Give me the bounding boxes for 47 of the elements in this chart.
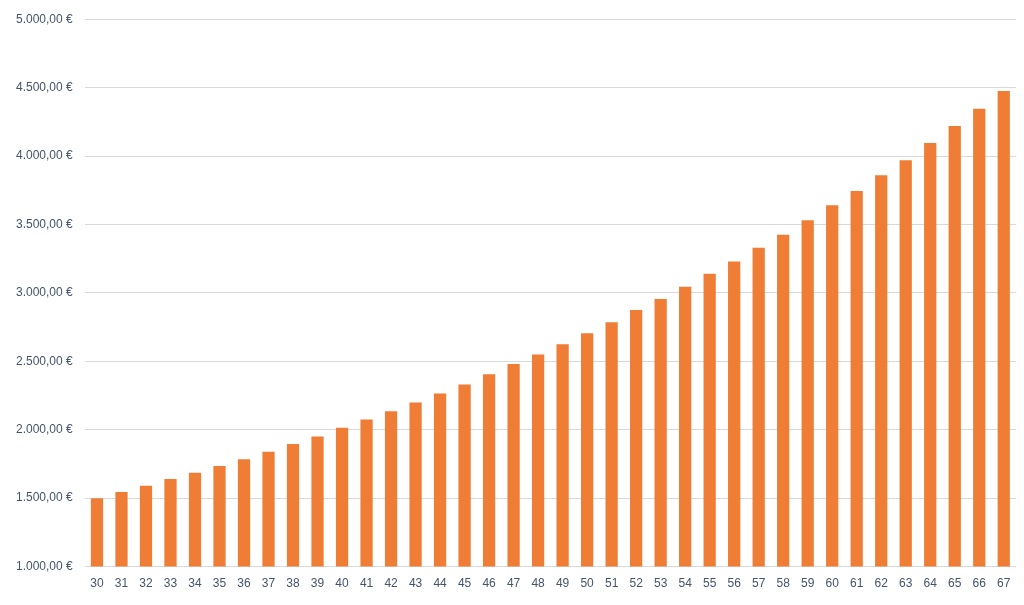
x-tick-label: 61: [850, 576, 864, 591]
x-tick-label: 60: [825, 576, 840, 591]
x-tick-label: 30: [90, 576, 104, 591]
x-tick-label: 50: [580, 576, 595, 591]
x-tick-label: 64: [923, 576, 938, 591]
x-tick-label: 31: [114, 576, 129, 591]
y-tick-label: 5.000,00 €: [16, 11, 74, 26]
x-tick-label: 51: [604, 576, 619, 591]
x-tick-label: 44: [433, 576, 448, 591]
y-tick-label: 4.500,00 €: [16, 79, 74, 94]
x-tick-label: 37: [261, 576, 276, 591]
x-tick-label: 41: [359, 576, 374, 591]
x-tick-label: 53: [653, 576, 668, 591]
x-tick-label: 66: [972, 576, 987, 591]
x-tick-label: 45: [457, 576, 472, 591]
y-tick-label: 4.000,00 €: [16, 148, 74, 163]
y-tick-label: 3.500,00 €: [16, 216, 74, 231]
x-tick-label: 35: [212, 576, 227, 591]
x-tick-label: 34: [188, 576, 202, 591]
x-tick-label: 48: [531, 576, 546, 591]
y-tick-label: 3.000,00 €: [16, 285, 74, 300]
y-tick-label: 2.000,00 €: [16, 422, 74, 437]
x-tick-label: 36: [237, 576, 252, 591]
y-tick-label: 1.500,00 €: [16, 490, 74, 505]
x-tick-label: 47: [506, 576, 521, 591]
x-tick-label: 54: [678, 576, 693, 591]
x-tick-label: 49: [555, 576, 570, 591]
x-tick-label: 52: [629, 576, 644, 591]
x-tick-label: 42: [384, 576, 399, 591]
y-tick-label: 2.500,00 €: [16, 353, 74, 368]
x-tick-label: 62: [874, 576, 889, 591]
x-tick-label: 57: [751, 576, 766, 591]
x-tick-label: 56: [727, 576, 742, 591]
x-tick-label: 33: [163, 576, 178, 591]
x-tick-label: 32: [139, 576, 153, 591]
x-tick-label: 65: [948, 576, 962, 591]
y-tick-label: 1.000,00 €: [16, 558, 74, 573]
x-tick-label: 67: [997, 576, 1011, 591]
x-tick-label: 40: [335, 576, 350, 591]
x-tick-label: 63: [899, 576, 913, 591]
x-tick-label: 55: [702, 576, 717, 591]
x-tick-label: 46: [482, 576, 497, 591]
x-tick-label: 43: [408, 576, 423, 591]
x-tick-label: 58: [776, 576, 791, 591]
x-tick-label: 39: [310, 576, 325, 591]
x-tick-label: 59: [801, 576, 815, 591]
x-tick-label: 38: [286, 576, 301, 591]
